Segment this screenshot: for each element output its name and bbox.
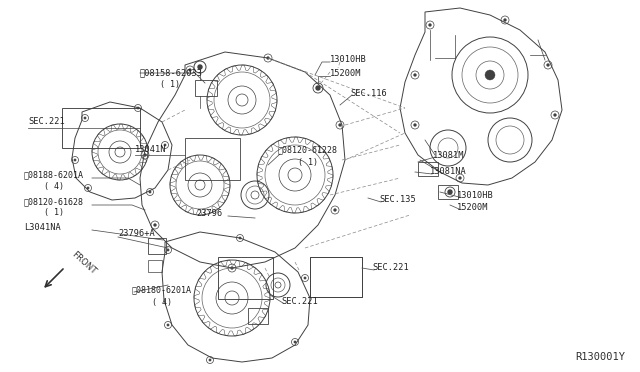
Text: SEC.221: SEC.221: [372, 263, 409, 273]
Circle shape: [198, 65, 202, 69]
Circle shape: [209, 359, 211, 361]
Bar: [185, 138, 240, 180]
Circle shape: [294, 341, 296, 343]
Circle shape: [413, 74, 417, 77]
Text: L3041NA: L3041NA: [24, 224, 61, 232]
Circle shape: [316, 86, 320, 90]
Circle shape: [429, 23, 431, 26]
Circle shape: [547, 64, 550, 67]
Text: SEC.135: SEC.135: [379, 196, 416, 205]
Text: 13010HB: 13010HB: [330, 55, 367, 64]
Circle shape: [167, 249, 169, 251]
Text: ( 4): ( 4): [44, 182, 64, 190]
Bar: [148, 238, 166, 254]
Circle shape: [143, 154, 147, 157]
Circle shape: [74, 159, 76, 161]
Text: SEC.221: SEC.221: [28, 118, 65, 126]
Circle shape: [230, 266, 234, 269]
Text: 08120-61228: 08120-61228: [278, 145, 338, 154]
Circle shape: [333, 208, 337, 212]
Circle shape: [448, 190, 452, 194]
Bar: [310, 257, 362, 297]
Bar: [310, 257, 362, 297]
Text: 23796+A: 23796+A: [118, 230, 155, 238]
Circle shape: [304, 277, 306, 279]
Text: 08180-6201A: 08180-6201A: [132, 285, 192, 295]
Bar: [248, 308, 268, 324]
Text: ( 1): ( 1): [160, 80, 180, 89]
Text: 08120-61628: 08120-61628: [24, 198, 84, 206]
Bar: [62, 108, 140, 148]
Bar: [218, 257, 273, 299]
Text: 13081M: 13081M: [433, 151, 465, 160]
Circle shape: [149, 191, 151, 193]
Circle shape: [554, 113, 557, 116]
Circle shape: [239, 237, 241, 239]
Circle shape: [164, 144, 166, 146]
Circle shape: [485, 70, 495, 80]
Text: 08158-62033: 08158-62033: [140, 68, 203, 77]
Circle shape: [189, 68, 191, 71]
Circle shape: [154, 224, 157, 227]
Text: 13010HB: 13010HB: [457, 190, 493, 199]
Text: ( 1): ( 1): [44, 208, 64, 218]
Text: 15200M: 15200M: [457, 202, 488, 212]
Text: SEC.221: SEC.221: [281, 296, 317, 305]
Text: 15200M: 15200M: [330, 70, 362, 78]
Bar: [438, 185, 458, 199]
Text: 23796: 23796: [196, 209, 222, 218]
Text: SEC.116: SEC.116: [350, 89, 387, 97]
Bar: [418, 162, 438, 176]
Circle shape: [167, 324, 169, 326]
Text: FRONT: FRONT: [70, 250, 98, 276]
Text: ( 1): ( 1): [298, 157, 318, 167]
Text: 13041N: 13041N: [135, 145, 166, 154]
Circle shape: [137, 107, 140, 109]
Text: R130001Y: R130001Y: [575, 352, 625, 362]
Bar: [148, 260, 162, 272]
Circle shape: [413, 124, 417, 126]
Text: 08188-6201A: 08188-6201A: [24, 170, 84, 180]
Circle shape: [84, 117, 86, 119]
Bar: [195, 80, 217, 96]
Circle shape: [339, 124, 342, 126]
Text: ( 4): ( 4): [152, 298, 172, 307]
Circle shape: [458, 176, 461, 180]
Circle shape: [266, 57, 269, 60]
Circle shape: [504, 19, 506, 22]
Circle shape: [87, 187, 89, 189]
Text: 13081NA: 13081NA: [430, 167, 467, 176]
